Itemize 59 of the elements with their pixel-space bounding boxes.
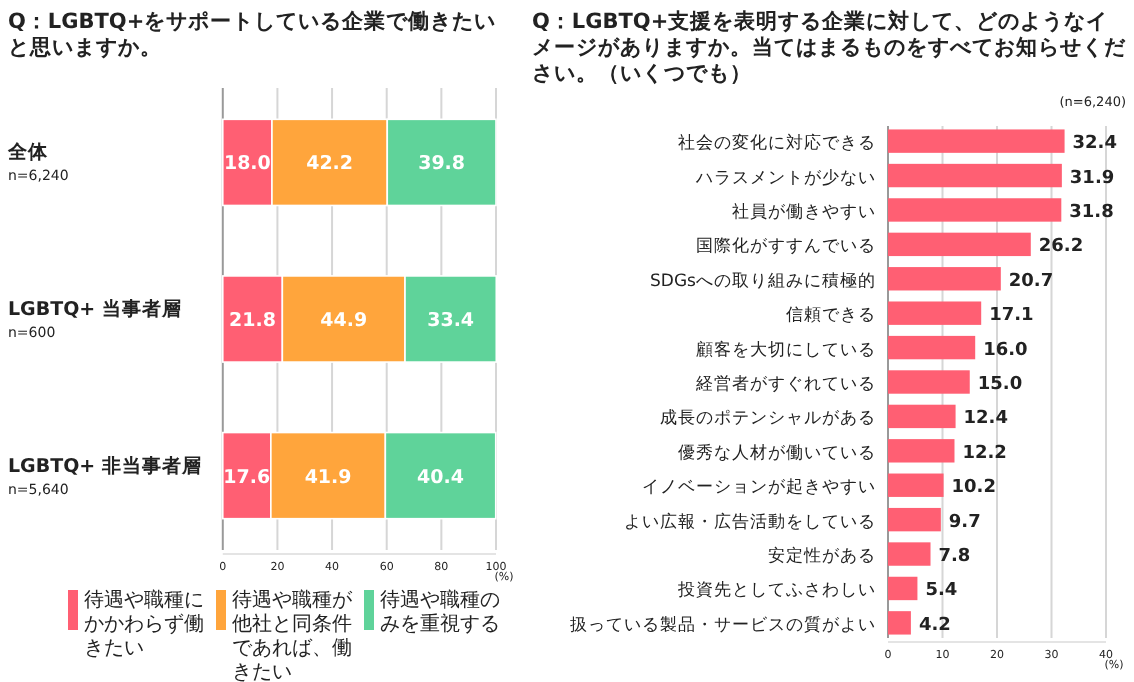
data-label: 4.2: [918, 615, 951, 636]
bar: [888, 267, 1001, 291]
bar: [888, 163, 1062, 188]
data-label: 18.0: [223, 153, 272, 176]
data-label: 16.0: [983, 340, 1028, 361]
y-tick-label: 優秀な人材が働いている: [678, 441, 876, 464]
data-label: 42.2: [306, 153, 354, 176]
legend-label: 待遇や職種のみを重視する: [380, 588, 500, 636]
data-label: 20.7: [1008, 271, 1054, 292]
y-tick-label: 社会の変化に対応できる: [678, 132, 876, 155]
data-label: 7.8: [938, 547, 971, 568]
y-tick-label: ハラスメントが少ない: [694, 166, 876, 189]
y-tick-label: 安定性がある: [768, 545, 876, 568]
bar: [888, 439, 955, 463]
y-tick-label: SDGsへの取り組みに積極的: [650, 269, 876, 292]
chart-title: Q：LGBTQ+をサポートしている企業で働きたいと思いますか。: [8, 8, 497, 60]
legend-label: 待遇や職種にかかわらず働きたい: [84, 588, 204, 660]
bar: [888, 611, 911, 635]
legend-label: 待遇や職種が他社と同条件であれば、働きたい: [232, 588, 354, 682]
bar: [888, 404, 956, 429]
bar: [888, 473, 944, 497]
data-label: 39.8: [418, 153, 466, 176]
bar: [888, 198, 1062, 222]
y-tick-label: よい広報・広告活動をしている: [624, 510, 876, 533]
bar: [888, 576, 918, 601]
data-label: 12.2: [962, 443, 1007, 464]
y-tick-label: 投資先としてふさわしい: [676, 579, 876, 602]
data-label: 12.4: [963, 409, 1009, 430]
data-label: 44.9: [320, 310, 368, 332]
data-label: 33.4: [427, 310, 475, 332]
bar: [888, 301, 982, 325]
bar: [888, 370, 970, 394]
data-label: 26.2: [1038, 237, 1084, 258]
data-label: 40.4: [417, 466, 465, 489]
chart-title: Q：LGBTQ+支援を表明する企業に対して、どのようなイメージがありますか。当てはまるものをすべてお知らせください。（いくつでも）: [532, 8, 1128, 86]
bar: [888, 335, 976, 360]
y-tick-label: 顧客を大切にしている: [696, 338, 876, 361]
data-label: 21.8: [229, 310, 277, 332]
y-tick-label: 成長のポテンシャルがある: [660, 407, 876, 430]
data-label: 31.8: [1069, 202, 1114, 223]
data-label: 15.0: [977, 375, 1023, 395]
data-label: 17.6: [223, 466, 272, 489]
bar: [888, 507, 941, 532]
y-tick-label: 信頼できる: [786, 304, 876, 327]
bar: [888, 232, 1031, 257]
bar: [888, 129, 1065, 153]
data-label: 32.4: [1072, 134, 1118, 155]
y-tick-label: 国際化がすすんでいる: [696, 235, 876, 258]
data-label: 31.9: [1069, 168, 1115, 189]
y-tick-label: 社員が働きやすい: [732, 200, 876, 223]
y-tick-label: 経営者がすぐれている: [694, 373, 876, 395]
y-tick-label: イノベーションが起きやすい: [642, 476, 876, 499]
data-label: 10.2: [951, 478, 997, 499]
y-tick-label: 扱っている製品・サービスの質がよい: [570, 613, 876, 636]
data-label: 41.9: [304, 466, 352, 489]
bar: [888, 542, 931, 566]
data-label: 5.4: [925, 581, 958, 602]
data-label: 9.7: [948, 512, 981, 533]
data-label: 17.1: [989, 306, 1034, 327]
